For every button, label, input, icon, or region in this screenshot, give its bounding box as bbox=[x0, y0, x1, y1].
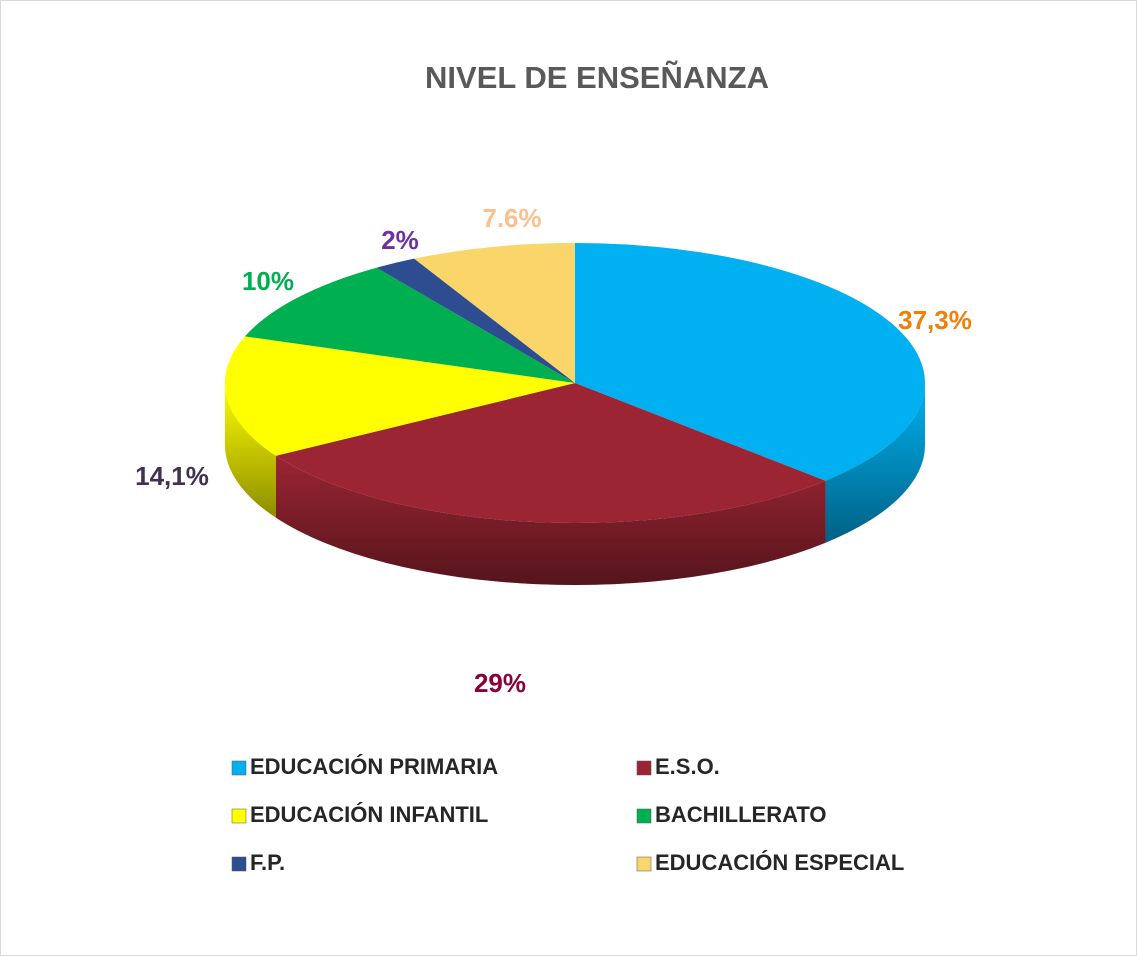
legend-label: BACHILLERATO bbox=[655, 802, 827, 827]
data-label: 2% bbox=[381, 225, 419, 255]
legend-label: EDUCACIÓN INFANTIL bbox=[250, 802, 488, 827]
legend-label: EDUCACIÓN PRIMARIA bbox=[250, 754, 498, 779]
slice bbox=[376, 258, 575, 383]
slice bbox=[575, 243, 925, 481]
legend-label: EDUCACIÓN ESPECIAL bbox=[655, 850, 904, 875]
legend-swatch bbox=[231, 760, 247, 776]
data-label: 14,1% bbox=[135, 461, 209, 491]
slice bbox=[224, 336, 575, 456]
chart-title: NIVEL DE ENSEÑANZA bbox=[425, 60, 769, 95]
legend-swatch bbox=[636, 856, 652, 872]
legend-swatch bbox=[231, 856, 247, 872]
legend-label: F.P. bbox=[250, 850, 285, 875]
legend: EDUCACIÓN PRIMARIA E.S.O. EDUCACIÓN INFANT… bbox=[231, 754, 904, 875]
pie-tops bbox=[224, 243, 925, 523]
legend-label: E.S.O. bbox=[655, 754, 720, 779]
data-label: 7.6% bbox=[482, 203, 541, 233]
slice bbox=[276, 383, 826, 523]
slice bbox=[244, 267, 575, 383]
legend-swatch bbox=[636, 808, 652, 824]
pie-sides bbox=[225, 383, 925, 585]
data-label: 37,3% bbox=[898, 305, 972, 335]
legend-swatch bbox=[231, 808, 247, 824]
slice bbox=[414, 243, 575, 383]
slice-side-shade bbox=[276, 455, 826, 585]
data-label: 29% bbox=[474, 668, 526, 698]
data-label: 10% bbox=[242, 266, 294, 296]
slice-side-shade bbox=[225, 383, 277, 518]
slice-side-shade bbox=[825, 383, 925, 543]
data-labels: 37,3% 29% 14,1% 10% 2% 7.6% bbox=[135, 203, 972, 698]
legend-swatch bbox=[636, 760, 652, 776]
